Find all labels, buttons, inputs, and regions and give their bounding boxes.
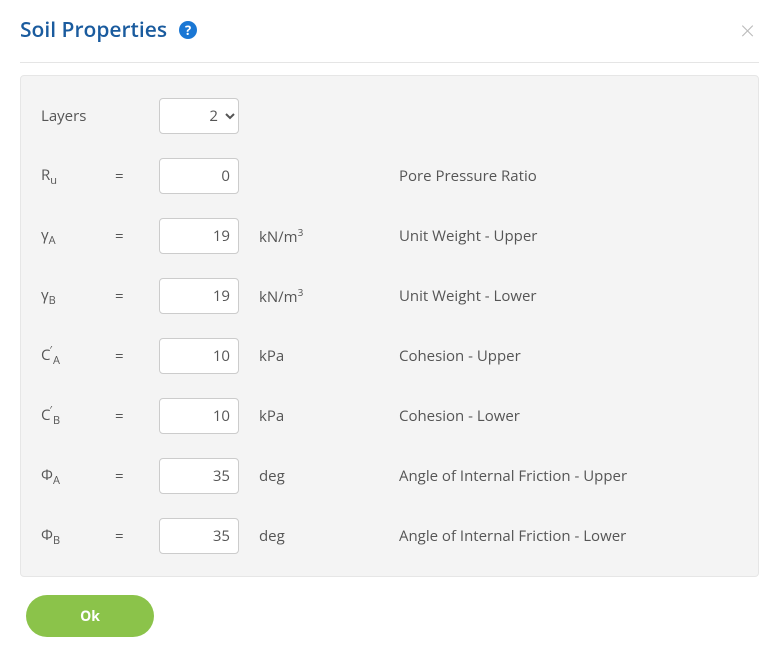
- param-input-wrap: [159, 458, 249, 494]
- param-symbol: C′B: [41, 405, 115, 428]
- title-wrap: Soil Properties ?: [20, 16, 197, 44]
- param-unit: kN/m3: [249, 225, 399, 247]
- property-row: C′A= kPaCohesion - Upper: [41, 334, 738, 378]
- param-input-wrap: [159, 158, 249, 194]
- param-input[interactable]: [159, 338, 239, 374]
- property-row: C′B= kPaCohesion - Lower: [41, 394, 738, 438]
- param-unit: kN/m3: [249, 285, 399, 307]
- equals-sign: =: [115, 526, 159, 546]
- param-input-wrap: [159, 518, 249, 554]
- param-symbol: ΦA: [41, 465, 115, 488]
- param-input-wrap: [159, 398, 249, 434]
- close-icon[interactable]: ×: [736, 17, 759, 43]
- equals-sign: =: [115, 166, 159, 186]
- param-description: Angle of Internal Friction - Lower: [399, 526, 738, 546]
- param-description: Pore Pressure Ratio: [399, 166, 738, 186]
- param-input[interactable]: [159, 278, 239, 314]
- equals-sign: =: [115, 346, 159, 366]
- param-symbol: γB: [41, 285, 115, 308]
- layers-input-wrap: 12: [159, 98, 249, 134]
- layers-label: Layers: [41, 106, 159, 126]
- layers-select[interactable]: 12: [159, 98, 239, 134]
- param-symbol: ΦB: [41, 525, 115, 548]
- equals-sign: =: [115, 286, 159, 306]
- layers-row: Layers 12: [41, 94, 738, 138]
- ok-button[interactable]: Ok: [26, 595, 154, 637]
- param-unit: kPa: [249, 346, 399, 366]
- help-icon[interactable]: ?: [179, 21, 197, 39]
- param-input[interactable]: [159, 218, 239, 254]
- param-input[interactable]: [159, 158, 239, 194]
- param-unit: deg: [249, 526, 399, 546]
- param-description: Unit Weight - Upper: [399, 226, 738, 246]
- modal-footer: Ok: [20, 577, 759, 641]
- param-input[interactable]: [159, 398, 239, 434]
- property-row: Ru= Pore Pressure Ratio: [41, 154, 738, 198]
- param-description: Unit Weight - Lower: [399, 286, 738, 306]
- property-row: γA= kN/m3Unit Weight - Upper: [41, 214, 738, 258]
- equals-sign: =: [115, 226, 159, 246]
- param-symbol: Ru: [41, 165, 115, 188]
- property-row: ΦB= degAngle of Internal Friction - Lower: [41, 514, 738, 558]
- equals-sign: =: [115, 466, 159, 486]
- param-symbol: γA: [41, 225, 115, 248]
- property-row: γB= kN/m3Unit Weight - Lower: [41, 274, 738, 318]
- param-unit: deg: [249, 466, 399, 486]
- param-input-wrap: [159, 278, 249, 314]
- param-input[interactable]: [159, 458, 239, 494]
- param-description: Cohesion - Upper: [399, 346, 738, 366]
- param-input-wrap: [159, 338, 249, 374]
- property-row: ΦA= degAngle of Internal Friction - Upper: [41, 454, 738, 498]
- page-title: Soil Properties: [20, 16, 167, 44]
- param-description: Cohesion - Lower: [399, 406, 738, 426]
- param-input[interactable]: [159, 518, 239, 554]
- param-symbol: C′A: [41, 345, 115, 368]
- param-unit: kPa: [249, 406, 399, 426]
- properties-panel: Layers 12 Ru=Pore Pressure RatioγA=kN/m3…: [20, 75, 759, 577]
- equals-sign: =: [115, 406, 159, 426]
- param-input-wrap: [159, 218, 249, 254]
- param-description: Angle of Internal Friction - Upper: [399, 466, 738, 486]
- modal-header: Soil Properties ? ×: [20, 16, 759, 63]
